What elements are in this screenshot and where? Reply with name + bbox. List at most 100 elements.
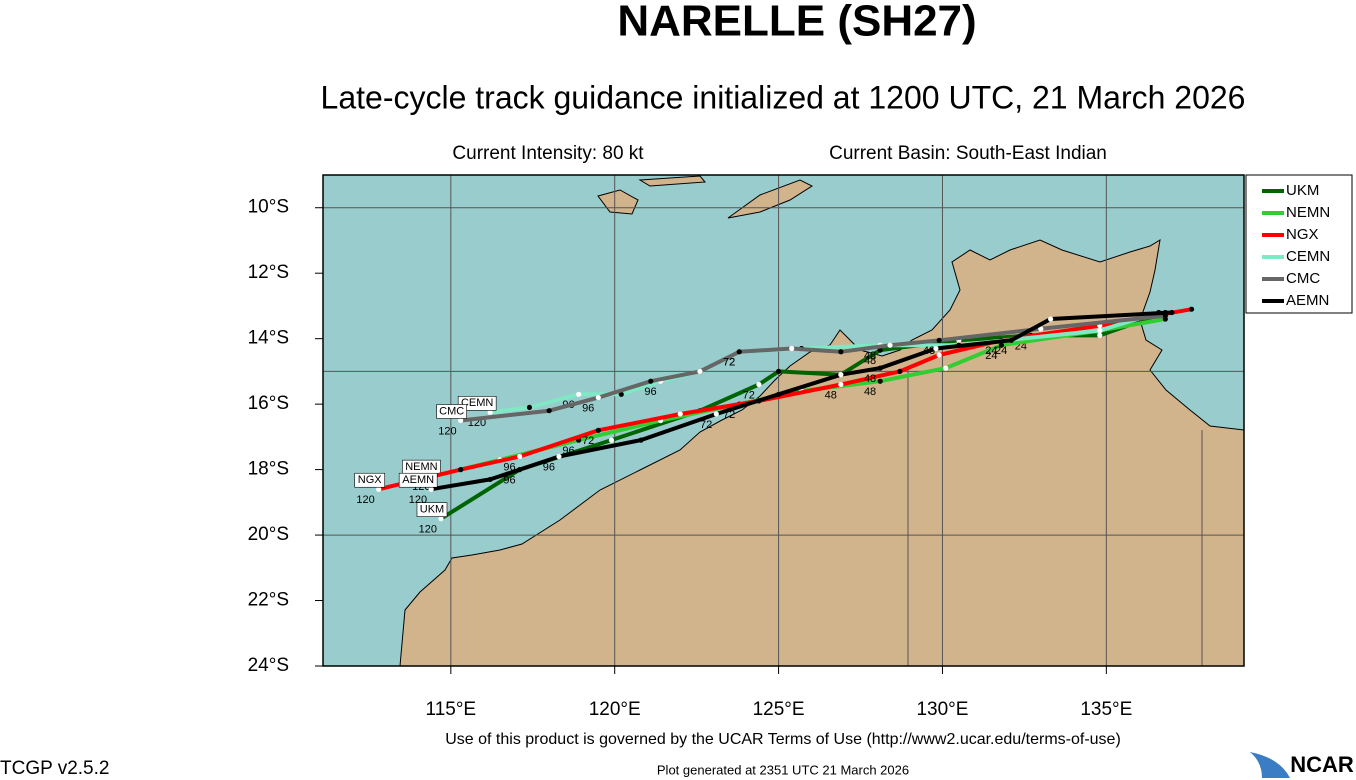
end-name: UKM	[420, 504, 444, 516]
track-point	[897, 368, 903, 374]
subtitle: Late-cycle track guidance initialized at…	[321, 79, 1246, 115]
tau-label: 24	[985, 350, 997, 362]
track-point	[877, 347, 883, 353]
track: 24 48 72 96 120 AEMN	[398, 309, 1175, 506]
track-point	[838, 349, 844, 355]
end-box	[398, 472, 438, 488]
track-point	[638, 437, 644, 443]
legend-label: UKM	[1286, 182, 1319, 199]
track-point	[936, 352, 942, 358]
track-point	[1008, 337, 1014, 343]
track-point	[487, 409, 493, 415]
tau-label: 48	[864, 350, 876, 362]
legend-label: NEMN	[1286, 204, 1330, 221]
track-point	[608, 437, 615, 443]
track-point	[877, 365, 883, 371]
tau-label: 24	[985, 345, 997, 357]
tau-label: 72	[723, 357, 735, 369]
track-point	[775, 368, 782, 374]
generated: Plot generated at 2351 UTC 21 March 2026	[657, 762, 909, 777]
track-point	[736, 349, 742, 355]
tau-label: 96	[503, 475, 515, 487]
australia	[399, 239, 1244, 666]
tau-label: 72	[582, 435, 594, 447]
chart-title: NARELLE (SH27)	[617, 0, 976, 46]
track-point	[576, 391, 582, 397]
y-tick-label: 10°S	[248, 197, 289, 218]
track-point	[789, 345, 795, 352]
track-point	[697, 368, 703, 374]
y-tick-label: 12°S	[248, 262, 289, 283]
track-point	[1188, 306, 1195, 312]
track-point	[936, 337, 942, 343]
legend-label: CMC	[1286, 270, 1320, 287]
tau-label: 72	[743, 389, 755, 401]
track-point	[838, 381, 844, 388]
track-point	[428, 486, 434, 492]
tau-label: 48	[864, 373, 876, 385]
track-point	[1169, 309, 1175, 316]
tau-label: 48	[864, 386, 876, 398]
track-line	[430, 310, 1173, 492]
version: TCGP v2.5.2	[0, 758, 109, 779]
y-tick-label: 14°S	[248, 328, 289, 349]
y-tick-label: 22°S	[248, 590, 289, 611]
track-point	[887, 342, 893, 348]
track-point	[713, 411, 719, 417]
track-point	[838, 372, 844, 378]
track-point	[648, 378, 654, 384]
track-point	[556, 453, 562, 460]
end-name: AEMN	[402, 474, 434, 486]
terms: Use of this product is governed by the U…	[445, 731, 1121, 748]
track-point	[933, 345, 939, 352]
y-tick-label: 18°S	[248, 459, 289, 480]
y-tick-label: 20°S	[248, 524, 289, 545]
track-point	[943, 365, 949, 371]
track-point	[458, 417, 464, 424]
tracks: 24487296120UKM24487296120NEMN24487296120…	[354, 306, 1195, 536]
track-point	[775, 391, 782, 397]
intensity: Current Intensity: 80 kt	[452, 143, 644, 164]
legend-label: NGX	[1286, 226, 1319, 243]
legend-label: CEMN	[1286, 248, 1330, 265]
track-point	[487, 476, 493, 483]
tau-label: 120	[409, 494, 427, 506]
track-line	[460, 313, 1166, 423]
track-point	[618, 391, 624, 397]
logo: NCAR	[1290, 752, 1354, 777]
end-name: NEMN	[405, 461, 437, 473]
tau-label: 96	[582, 402, 594, 414]
track-point	[546, 408, 552, 414]
tau-label: 96	[543, 461, 555, 473]
end-name: CMC	[439, 405, 464, 417]
tau-label: 48	[825, 389, 837, 401]
end-box	[457, 396, 497, 411]
flores	[638, 175, 707, 187]
x-tick-label: 130°E	[916, 699, 968, 720]
tau-label: 96	[644, 386, 656, 398]
tau-label: 48	[864, 355, 876, 367]
track-point	[458, 467, 464, 473]
tau-label: 72	[700, 419, 712, 431]
x-tick-label: 135°E	[1080, 699, 1132, 720]
track-point	[756, 381, 762, 388]
track-point	[376, 486, 382, 492]
y-tick-label: 24°S	[248, 655, 289, 676]
track-point	[526, 404, 533, 411]
land	[399, 175, 1244, 666]
track-point	[1048, 316, 1054, 322]
track-point	[517, 453, 523, 460]
tau-label: 120	[438, 425, 456, 437]
track-point	[677, 411, 683, 417]
end-box	[416, 502, 448, 518]
y-tick-label: 16°S	[248, 393, 289, 414]
end-box	[436, 404, 467, 419]
end-name: CEMN	[461, 397, 493, 409]
tau-label: 120	[356, 494, 374, 506]
track-point	[595, 394, 601, 401]
x-tick-label: 115°E	[426, 699, 477, 720]
track-point	[438, 516, 444, 522]
timor	[727, 179, 814, 219]
end-box	[354, 472, 386, 488]
logo-icon	[1250, 752, 1290, 778]
